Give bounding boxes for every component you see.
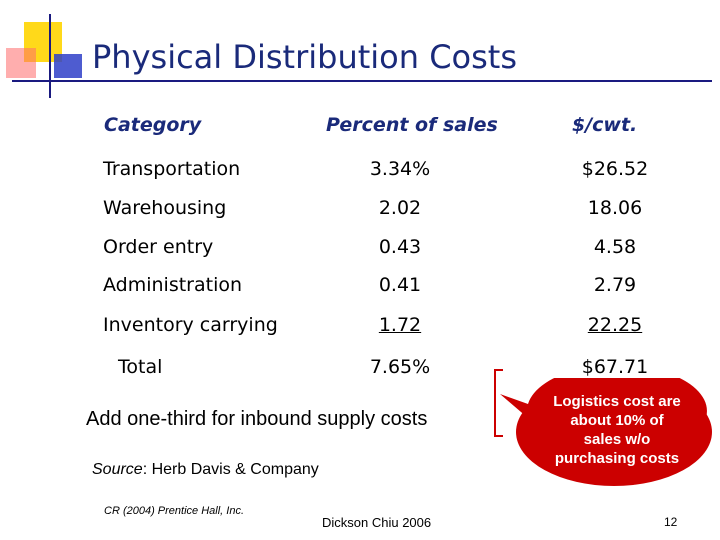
row-percent: 0.41 [378,274,422,296]
title-rule [12,80,712,82]
row-percent: 2.02 [378,197,422,219]
decor-red-square [6,48,36,78]
row-per-cwt: 22.25 [587,314,643,336]
copyright-note: CR (2004) Prentice Hall, Inc. [104,505,244,517]
total-percent: 7.65% [369,356,431,378]
callout-line: about 10% of [570,412,664,429]
total-row: Total 7.65% $67.71 [0,356,720,386]
decor-vertical-line [49,14,51,98]
callout-bubble [500,378,712,486]
row-category: Transportation [103,158,241,180]
table-row: Administration 0.41 2.79 [0,274,720,304]
footer-author: Dickson Chiu 2006 [322,515,432,530]
page-number: 12 [664,515,678,529]
table-row: Inventory carrying 1.72 22.25 [0,314,720,344]
total-per-cwt: $67.71 [581,356,649,378]
table-row: Transportation 3.34% $26.52 [0,158,720,188]
bracket-shape [494,369,503,437]
callout-line: sales w/o [583,431,651,448]
table-row: Order entry 0.43 4.58 [0,236,720,266]
source-text: : Herb Davis & Company [142,461,319,478]
row-category: Warehousing [103,197,227,219]
header-category: Category [104,114,202,136]
row-per-cwt: 2.79 [593,274,637,296]
row-per-cwt: 4.58 [593,236,637,258]
header-per-cwt: $/cwt. [572,114,638,136]
callout-text: Logistics cost are about 10% of sales w/… [532,392,702,468]
row-per-cwt: 18.06 [587,197,643,219]
decor-blue-square [54,54,82,78]
row-category: Inventory carrying [103,314,278,336]
row-percent: 1.72 [378,314,422,336]
row-category: Order entry [103,236,214,258]
inbound-note: Add one-third for inbound supply costs [86,408,428,430]
header-percent: Percent of sales [326,114,498,136]
row-percent: 0.43 [378,236,422,258]
callout-line: purchasing costs [554,450,680,467]
total-label: Total [118,356,163,378]
row-category: Administration [103,274,243,296]
row-percent: 3.34% [369,158,431,180]
table-row: Warehousing 2.02 18.06 [0,197,720,227]
callout-line: Logistics cost are [553,393,681,410]
row-per-cwt: $26.52 [581,158,649,180]
slide-title: Physical Distribution Costs [92,38,518,76]
source-note: Source: Herb Davis & Company [92,461,319,479]
source-label: Source [92,461,143,478]
